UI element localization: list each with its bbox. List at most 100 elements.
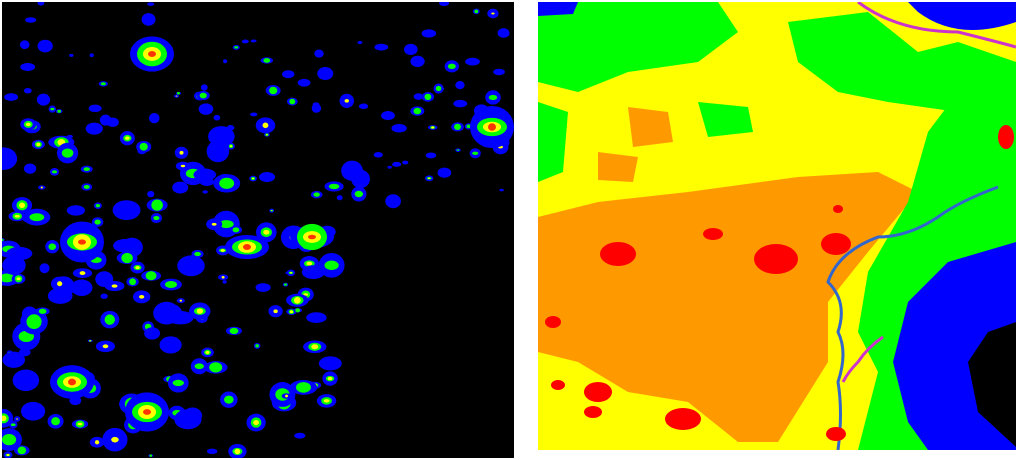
- water-body: [538, 2, 578, 16]
- light-blob: [29, 213, 44, 221]
- light-blob: [41, 187, 43, 189]
- light-blob: [174, 409, 201, 429]
- light-blob: [222, 280, 226, 283]
- light-blob: [140, 143, 148, 151]
- light-blob: [493, 69, 505, 76]
- light-blob: [101, 294, 108, 299]
- light-blob: [243, 244, 251, 250]
- light-blob: [422, 29, 436, 37]
- light-blob: [121, 253, 132, 263]
- light-blob: [194, 252, 201, 256]
- light-blob: [172, 182, 188, 194]
- light-blob: [111, 437, 119, 443]
- light-blob: [314, 50, 323, 58]
- light-blob: [180, 300, 182, 302]
- light-blob: [474, 10, 478, 14]
- light-blob: [50, 108, 54, 110]
- light-blob: [266, 134, 268, 135]
- light-blob: [453, 100, 467, 107]
- light-blob: [282, 70, 294, 78]
- classified-map: [538, 2, 1016, 450]
- light-blob: [230, 145, 232, 147]
- light-blob: [62, 148, 74, 157]
- red-spot: [754, 244, 798, 274]
- light-blob: [143, 409, 151, 415]
- light-blob: [212, 223, 217, 226]
- light-blob: [224, 396, 234, 404]
- light-blob: [234, 46, 238, 48]
- light-blob: [414, 108, 422, 115]
- light-blob: [6, 247, 32, 260]
- light-blob: [165, 281, 177, 288]
- light-blob: [68, 379, 76, 386]
- light-blob: [337, 195, 343, 200]
- light-blob: [197, 308, 203, 313]
- light-blob: [230, 328, 239, 334]
- light-blob: [24, 88, 32, 93]
- light-blob: [57, 110, 61, 113]
- light-blob: [176, 95, 178, 96]
- light-blob: [142, 13, 156, 26]
- orange-zone: [628, 107, 673, 147]
- light-blob: [294, 433, 305, 439]
- light-blob: [391, 124, 406, 132]
- light-blob: [472, 152, 478, 155]
- red-spot: [998, 125, 1014, 149]
- light-blob: [147, 191, 154, 197]
- density-map: [2, 2, 514, 458]
- light-blob: [38, 40, 53, 53]
- light-blob: [149, 113, 160, 123]
- light-blob: [221, 249, 225, 252]
- light-blob: [381, 111, 395, 120]
- light-blob: [11, 423, 16, 426]
- light-blob: [101, 82, 106, 85]
- light-blob: [149, 454, 152, 457]
- red-spot: [551, 380, 565, 390]
- light-blob: [151, 199, 163, 210]
- light-blob: [488, 123, 496, 130]
- light-blob: [146, 271, 157, 280]
- light-blob: [214, 115, 221, 121]
- light-blob: [177, 92, 180, 95]
- light-blob: [374, 44, 388, 51]
- light-blob: [89, 105, 102, 112]
- light-blob: [269, 87, 277, 95]
- light-blob: [26, 123, 31, 126]
- light-blob: [179, 151, 183, 155]
- light-blob: [84, 185, 90, 189]
- red-spot: [821, 233, 851, 255]
- light-blob: [306, 262, 312, 266]
- light-blob: [329, 184, 339, 189]
- light-blob: [308, 235, 316, 239]
- light-blob: [448, 64, 456, 69]
- light-blob: [259, 172, 275, 182]
- light-blob: [317, 67, 333, 80]
- light-blob: [15, 215, 20, 218]
- light-blob: [16, 277, 20, 280]
- light-blob: [86, 123, 103, 135]
- light-blob: [498, 28, 510, 38]
- light-blob: [207, 449, 217, 454]
- light-blob: [51, 417, 60, 425]
- light-blob: [52, 170, 57, 173]
- light-blob: [135, 266, 139, 269]
- light-blob: [324, 261, 338, 271]
- light-blob: [263, 58, 270, 63]
- light-blob: [233, 227, 240, 232]
- light-blob: [26, 314, 41, 329]
- light-blob: [24, 164, 36, 174]
- light-blob: [177, 255, 204, 276]
- light-blob: [2, 434, 16, 445]
- light-blob: [294, 297, 301, 304]
- light-blob: [359, 104, 368, 109]
- light-blob: [119, 202, 133, 210]
- light-blob: [207, 140, 230, 162]
- light-blob: [48, 243, 56, 250]
- light-blob: [129, 278, 136, 285]
- page: [0, 0, 1016, 460]
- light-blob: [39, 309, 47, 314]
- light-blob: [424, 94, 431, 100]
- light-blob: [341, 161, 363, 181]
- light-blob: [253, 420, 259, 425]
- light-blob: [285, 395, 288, 398]
